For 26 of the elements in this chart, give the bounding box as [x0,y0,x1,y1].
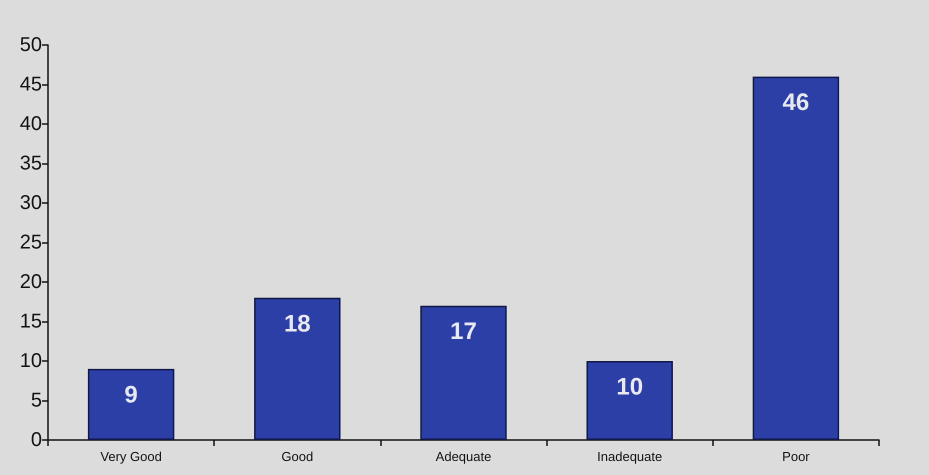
bar [420,306,507,440]
y-tick-label: 15 [20,310,42,332]
y-tick-label: 5 [30,390,42,412]
y-tick-label: 35 [20,152,42,174]
bar [88,368,174,440]
y-tick-label: 40 [20,113,42,135]
data-label: 46 [782,89,810,116]
x-tick-label: Adequate [436,449,492,464]
bar [586,361,673,440]
y-tick-label: 20 [20,271,42,293]
bar [254,298,341,440]
x-tick-label: Inadequate [597,449,662,464]
data-label: 18 [284,310,311,338]
data-label: 17 [450,318,477,346]
data-label: 10 [616,374,644,400]
y-tick-label: 50 [20,34,42,56]
data-label: 9 [124,381,138,408]
x-tick-label: Poor [782,449,810,464]
x-tick-label: Good [281,449,314,464]
y-tick-label: 30 [20,192,42,214]
x-tick-label: Very Good [100,449,162,464]
bar [752,76,840,440]
y-tick-label: 25 [20,232,42,254]
y-tick-label: 10 [20,350,42,372]
y-tick-label: 0 [30,429,42,451]
y-tick-label: 45 [20,74,42,96]
